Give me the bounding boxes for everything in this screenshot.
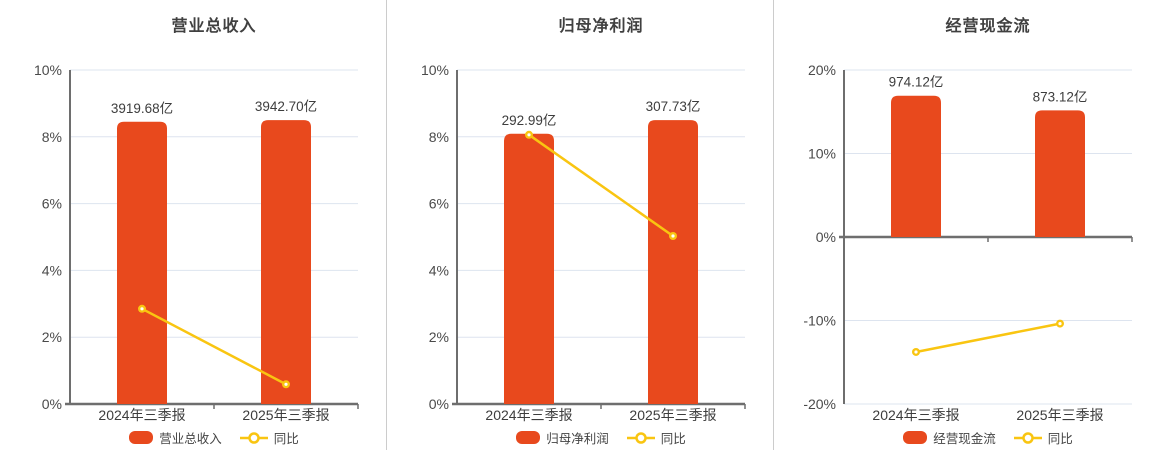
legend-operating-cashflow: 经营现金流 同比: [844, 428, 1132, 447]
svg-text:10%: 10%: [421, 62, 449, 78]
chart-panel-operating-cashflow: 经营现金流 -20% -10% 0% 10% 20% 974.12亿 873.12亿 2024…: [773, 0, 1160, 450]
revenue-chart-plot: 0% 2% 4% 6% 8% 10% 3919.68亿 3942.70亿 2024年三季报 202…: [34, 62, 359, 423]
svg-text:20%: 20%: [808, 62, 836, 78]
chart-title-operating-cashflow: 经营现金流: [945, 18, 1031, 35]
svg-text:307.73亿: 307.73亿: [646, 99, 701, 114]
legend-item-net-profit-bar[interactable]: 归母净利润: [516, 428, 609, 447]
svg-text:0%: 0%: [429, 396, 449, 412]
svg-text:292.99亿: 292.99亿: [502, 113, 557, 128]
svg-text:0%: 0%: [42, 396, 62, 412]
line-marker-icon: [1013, 431, 1042, 444]
svg-text:2%: 2%: [42, 329, 62, 345]
legend-item-revenue-yoy[interactable]: 同比: [239, 428, 299, 447]
legend-line-label: 同比: [273, 432, 299, 446]
svg-text:6%: 6%: [429, 196, 449, 212]
bar-swatch-icon: [516, 431, 541, 444]
svg-text:-20%: -20%: [803, 396, 836, 412]
svg-text:2025年三季报: 2025年三季报: [629, 407, 716, 423]
svg-text:2024年三季报: 2024年三季报: [872, 407, 959, 423]
svg-text:6%: 6%: [42, 196, 62, 212]
svg-text:974.12亿: 974.12亿: [889, 75, 944, 90]
svg-text:8%: 8%: [429, 129, 449, 145]
svg-text:4%: 4%: [429, 262, 449, 278]
legend-bar-label: 经营现金流: [933, 432, 996, 446]
svg-text:8%: 8%: [42, 129, 62, 145]
legend-line-label: 同比: [1047, 432, 1073, 446]
svg-text:2024年三季报: 2024年三季报: [485, 407, 572, 423]
bar-swatch-icon: [129, 431, 154, 444]
svg-text:2025年三季报: 2025年三季报: [242, 407, 329, 423]
svg-text:10%: 10%: [34, 62, 62, 78]
legend-net-profit: 归母净利润 同比: [457, 428, 745, 447]
svg-text:10%: 10%: [808, 146, 836, 162]
svg-text:3919.68亿: 3919.68亿: [111, 101, 173, 116]
svg-text:4%: 4%: [42, 262, 62, 278]
svg-text:3942.70亿: 3942.70亿: [255, 99, 317, 114]
chart-panel-revenue: 营业总收入 0% 2% 4% 6% 8% 10% 3919.68亿 3942.70亿 2024年…: [0, 0, 386, 450]
legend-item-net-profit-yoy[interactable]: 同比: [626, 428, 686, 447]
net-profit-chart-plot: 0% 2% 4% 6% 8% 10% 292.99亿 307.73亿 2024年三季报 2025年…: [421, 62, 746, 423]
svg-text:0%: 0%: [816, 229, 836, 245]
legend-item-revenue-bar[interactable]: 营业总收入: [129, 428, 222, 447]
legend-item-cashflow-yoy[interactable]: 同比: [1013, 428, 1073, 447]
operating-cashflow-chart-plot: -20% -10% 0% 10% 20% 974.12亿 873.12亿 2024年三季报 20…: [803, 62, 1133, 423]
svg-text:873.12亿: 873.12亿: [1033, 89, 1088, 104]
legend-line-label: 同比: [660, 432, 686, 446]
legend-item-cashflow-bar[interactable]: 经营现金流: [903, 428, 996, 447]
legend-bar-label: 归母净利润: [546, 432, 609, 446]
chart-title-net-profit: 归母净利润: [558, 18, 644, 35]
svg-text:2024年三季报: 2024年三季报: [98, 407, 185, 423]
bar-swatch-icon: [903, 431, 928, 444]
line-marker-icon: [626, 431, 655, 444]
legend-bar-label: 营业总收入: [159, 432, 222, 446]
svg-text:2025年三季报: 2025年三季报: [1016, 407, 1103, 423]
chart-title-revenue: 营业总收入: [171, 18, 257, 35]
legend-revenue: 营业总收入 同比: [70, 428, 358, 447]
chart-panel-net-profit: 归母净利润 0% 2% 4% 6% 8% 10% 292.99亿 307.73亿 2024年三季…: [386, 0, 773, 450]
line-marker-icon: [239, 431, 268, 444]
svg-text:-10%: -10%: [803, 313, 836, 329]
svg-text:2%: 2%: [429, 329, 449, 345]
